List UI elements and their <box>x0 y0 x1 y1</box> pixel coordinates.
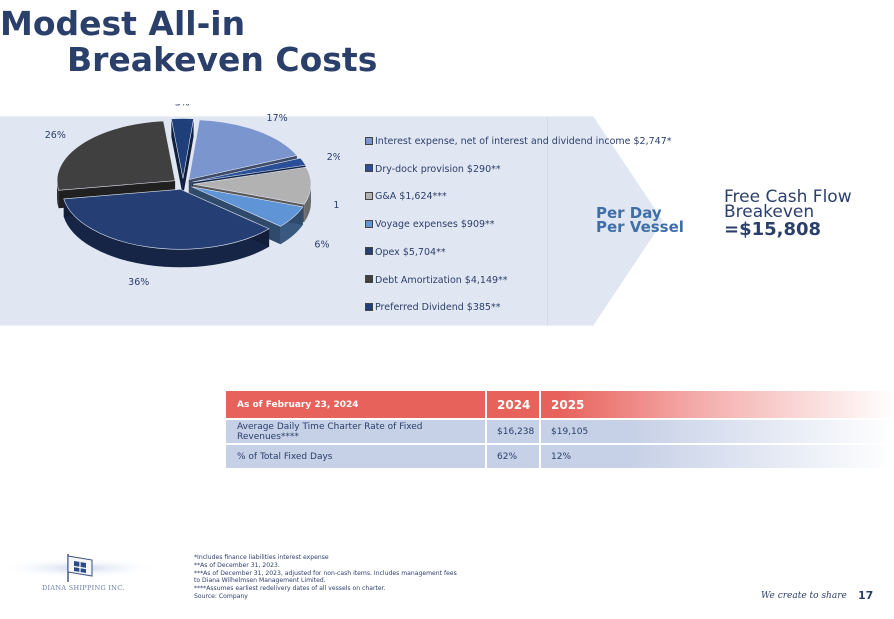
pie-data-label: 17% <box>267 113 288 124</box>
table-header-cell: 2024 <box>487 391 541 418</box>
legend-item: Voyage expenses $909** <box>365 219 495 233</box>
legend-item: Dry-dock provision $290** <box>365 164 501 178</box>
legend-swatch <box>365 164 373 173</box>
table-cell: 12% <box>551 451 572 462</box>
legend-swatch <box>365 191 373 200</box>
footnote: ****Assumes earliest redelivery dates of… <box>194 585 386 593</box>
fcf-line-2: Breakeven <box>724 202 815 222</box>
footnote: *Includes finance liabilities interest e… <box>194 554 329 561</box>
footnote: Source: Company <box>194 592 248 600</box>
page-number: 17 <box>858 589 874 602</box>
pie-chart: 17% 2% 10% 6% 36% 26% 3% <box>45 104 340 288</box>
legend-label: G&A $1,624*** <box>375 191 447 203</box>
table-header-cell: 2025 <box>551 397 585 412</box>
legend-swatch <box>365 136 373 145</box>
per-day-line-1: Per Day <box>596 204 662 222</box>
legend-item: Opex $5,704** <box>365 247 446 261</box>
table-cell: 62% <box>487 445 541 468</box>
pie-data-label: 36% <box>128 277 149 288</box>
pie-slice <box>192 166 312 205</box>
title-line-1: Modest All-in <box>0 4 246 43</box>
legend-label: Voyage expenses $909** <box>375 219 495 231</box>
legend-item: Preferred Dividend $385** <box>365 302 500 316</box>
footnote: **As of December 31, 2023. <box>194 561 280 569</box>
fcf-line-1: Free Cash Flow <box>724 187 852 207</box>
pie-slice <box>63 188 270 250</box>
table-row: Average Daily Time Charter Rate of Fixed… <box>226 418 894 443</box>
pie-data-label: 3% <box>175 104 190 109</box>
fcf-amount: =$15,808 <box>724 219 822 240</box>
per-day-line-2: Per Vessel <box>596 218 684 236</box>
free-cash-flow-breakeven: Free Cash Flow Breakeven =$15,808 <box>724 187 852 240</box>
pie-data-label: 26% <box>45 130 66 141</box>
legend-item: Interest expense, net of interest and di… <box>365 136 672 150</box>
legend-swatch <box>365 219 373 228</box>
fixed-revenue-table: As of February 23, 2024 2024 2025 Averag… <box>226 391 894 468</box>
per-day-label: Per Day Per Vessel <box>596 204 684 236</box>
legend-label: Dry-dock provision $290** <box>375 163 501 175</box>
footnotes: *Includes finance liabilities interest e… <box>194 554 484 601</box>
pie-data-label: 10% <box>333 200 340 211</box>
tagline: We create to share <box>761 591 847 601</box>
table-header-row: As of February 23, 2024 2024 2025 <box>226 391 894 418</box>
company-logo <box>0 554 160 582</box>
pie-slice-side <box>63 198 270 268</box>
pie-slice <box>170 118 194 179</box>
legend-item: G&A $1,624*** <box>365 191 447 205</box>
footnote: ***As of December 31, 2023, adjusted for… <box>194 569 457 577</box>
pie-slice <box>192 157 307 183</box>
legend-swatch <box>365 247 373 256</box>
pie-slice <box>56 120 176 191</box>
legend-swatch <box>365 275 373 283</box>
legend-label: Interest expense, net of interest and di… <box>375 136 672 147</box>
table-cell: % of Total Fixed Days <box>226 445 487 468</box>
legend-swatch <box>365 302 373 311</box>
pie-slice-side <box>304 184 311 223</box>
table-cell: $19,105 <box>551 426 589 437</box>
pie-slice-edge <box>182 118 194 197</box>
logo-text: DIANA SHIPPING INC. <box>42 584 125 592</box>
footnote: to Diana Wilhelmsen Management Limited. <box>194 577 326 585</box>
pie-slice <box>188 119 298 180</box>
pie-data-label: 2% <box>327 152 340 163</box>
page-title: Modest All-in Breakeven Costs <box>0 6 377 78</box>
table-header-cell: As of February 23, 2024 <box>226 391 487 418</box>
legend-label: Opex $5,704** <box>375 246 446 258</box>
pie-slice-edge <box>171 118 183 197</box>
pie-slice <box>191 186 304 227</box>
legend-label: Preferred Dividend $385** <box>375 302 501 314</box>
table-row: % of Total Fixed Days 62% 12% <box>226 443 894 468</box>
pie-slice-side <box>57 180 59 209</box>
title-line-2: Breakeven Costs <box>67 40 378 79</box>
table-cell: $16,238 <box>487 420 541 443</box>
table-cell: Average Daily Time Charter Rate of Fixed… <box>226 420 487 443</box>
legend-item: Debt Amortization $4,149** <box>365 275 508 289</box>
pie-data-label: 6% <box>314 240 329 251</box>
legend-label: Debt Amortization $4,149** <box>375 274 508 286</box>
